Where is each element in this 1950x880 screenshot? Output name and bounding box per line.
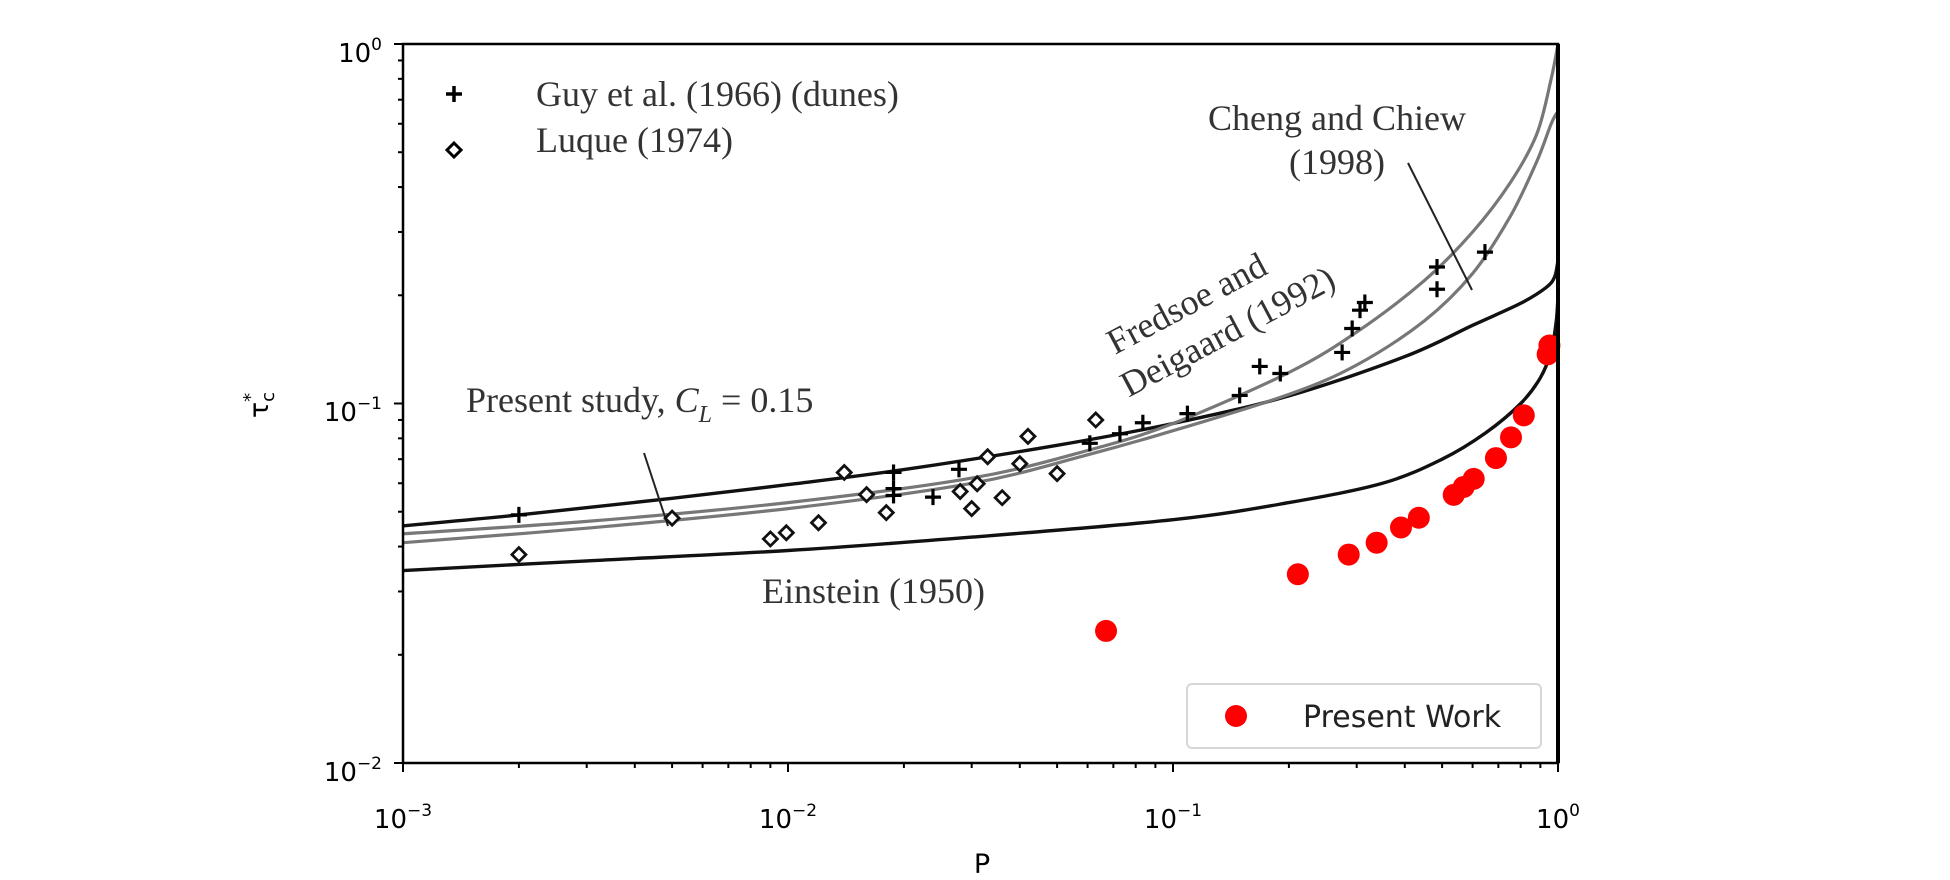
y-axis-label-text: τ*c [240,392,279,418]
present-work-data-point [1500,426,1523,449]
legend-label: Guy et al. (1966) (dunes) [536,74,899,114]
annotation-cheng-line1: Cheng and Chiew [1208,98,1466,138]
x-tick-label: 10−3 [374,801,432,835]
luque-data-point [1010,454,1029,473]
curves-layer [403,44,1558,573]
luque-data-point [877,503,896,522]
axis-ticks [394,43,1559,772]
luque-data-point [761,529,780,548]
guy-data-point [1134,414,1151,431]
y-tick-label: 10−2 [324,754,382,788]
curve-fredsoe-and-deigaard-1992 [403,44,1558,536]
guy-data-point [1111,425,1128,442]
curve-cheng-and-chiew-1998 [403,109,1558,545]
red-dot-marker-icon [1225,705,1247,727]
guy-data-point [1251,358,1268,375]
x-tick-label: 10−2 [759,801,817,835]
guy-data-point [1429,281,1446,298]
annotation-einstein: Einstein (1950) [762,571,985,611]
present-work-data-point [1095,619,1118,642]
present-work-data-point [1337,543,1360,566]
luque-data-point [968,474,987,493]
guy-data-point [1334,344,1351,361]
guy-data-point [924,489,941,506]
cheng-chiew-leader-line [1407,162,1473,291]
present-work-data-point [1484,447,1507,470]
guy-data-point [510,506,527,523]
luque-data-point [993,488,1012,507]
annotation-cheng-chiew: Cheng and Chiew (1998) [1208,98,1466,182]
guy-data-point [1344,320,1361,337]
legend-entry-luque: Luque (1974) [444,120,733,160]
present-work-data-point [1512,404,1535,427]
legend-frame [1186,683,1542,749]
x-tick-label: 100 [1536,801,1580,835]
guy-data-point [1179,405,1196,422]
plus-marker-icon [446,86,462,102]
guy-data-point [1476,244,1493,261]
luque-data-point [777,523,796,542]
annotation-cheng-line2: (1998) [1289,142,1385,182]
luque-data-point [857,485,876,504]
present-work-data-point [1286,563,1309,586]
curve-present-study-c-l-0-15 [403,258,1558,528]
present-work-data-point [1365,531,1388,554]
x-axis-label: P [974,849,990,880]
luque-data-point [663,509,682,528]
luque-data-point [951,482,970,501]
guy-data-point [1231,387,1248,404]
guy-data-point [885,487,902,504]
x-tick-labels: 10−3 10−2 10−1 100 [374,801,1580,835]
present-study-leader-line [643,452,669,527]
curve-einstein-1950 [403,293,1558,573]
guy-data-point [1081,435,1098,452]
guy-data-point [1356,294,1373,311]
guy-data-point [1272,365,1289,382]
guy-data-point [950,461,967,478]
present-work-data-point [1538,334,1561,357]
present-work-data-point [1462,467,1485,490]
diamond-marker-icon [444,140,464,160]
luque-data-point [835,463,854,482]
guy-data-point [1429,259,1446,276]
present-work-data-point [1407,506,1430,529]
markers-layer [509,244,1561,642]
legend-top-left: Guy et al. (1966) (dunes) Luque (1974) [444,74,899,160]
luque-data-point [978,447,997,466]
legend-entry-guy: Guy et al. (1966) (dunes) [446,74,899,114]
luque-data-point [962,499,981,518]
annotation-leaders [643,162,1473,527]
legend-bottom-right: Present Work [1186,683,1542,749]
luque-data-point [509,545,528,564]
guy-data-point [885,464,902,481]
legend-label: Present Work [1303,700,1502,735]
luque-data-point [1018,427,1037,446]
present-work-data-point [1389,516,1412,539]
legend-label: Luque (1974) [536,120,733,160]
luque-data-point [809,513,828,532]
y-axis-label: τ*c [240,392,279,418]
x-tick-label: 10−1 [1144,801,1202,835]
annotation-present-study: Present study, CL = 0.15 [466,380,813,428]
luque-data-point [1086,410,1105,429]
y-tick-label: 10−1 [324,394,382,428]
annotation-fredsoe-deigaard: Fredsoe and Deigaard (1992) [1100,245,1342,405]
y-tick-labels: 10−2 10−1 100 [324,35,382,788]
y-tick-label: 100 [338,35,382,69]
luque-data-point [1048,464,1067,483]
